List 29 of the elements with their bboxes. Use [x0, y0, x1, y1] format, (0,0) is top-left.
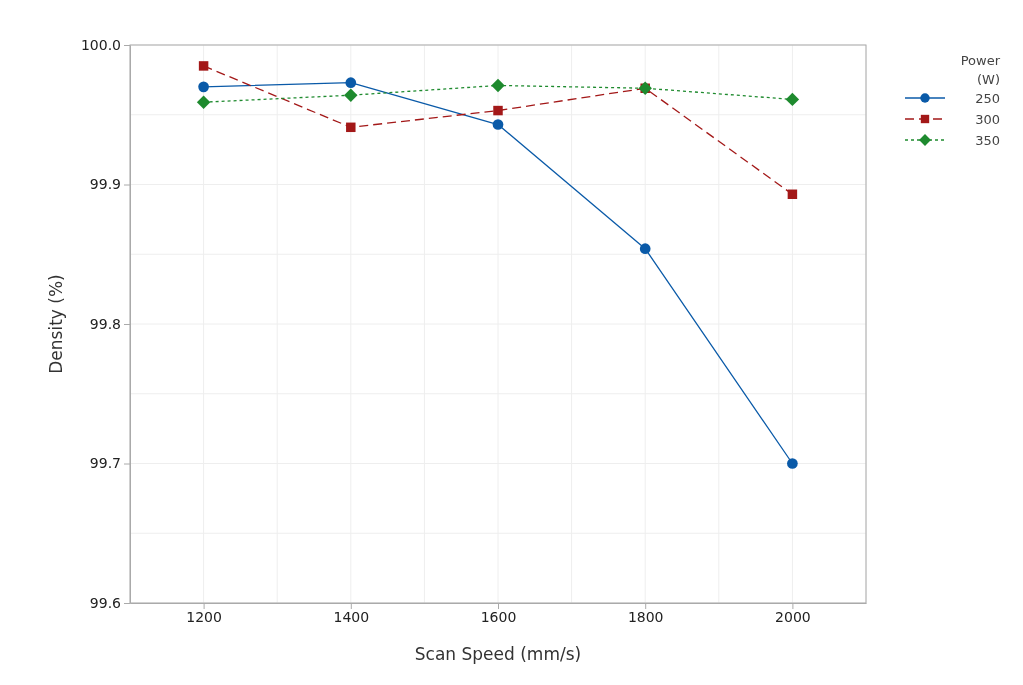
point — [785, 92, 800, 107]
x-tick-label: 2000 — [775, 608, 811, 625]
point — [491, 78, 505, 93]
x-tick-label: 1800 — [627, 608, 664, 625]
point — [198, 61, 209, 71]
point — [492, 119, 504, 130]
y-tick-label: 99.7 — [89, 455, 121, 472]
y-tick-label: 99.8 — [89, 315, 121, 332]
legend-title: Power (W) — [960, 53, 1001, 87]
x-tick-label: 1400 — [333, 608, 370, 625]
point — [639, 243, 651, 255]
legend-label: 250 — [975, 91, 1000, 106]
point — [344, 88, 358, 102]
point — [493, 105, 503, 116]
point — [787, 458, 798, 469]
legend-label: 350 — [975, 133, 1000, 148]
point — [196, 95, 211, 109]
point — [787, 189, 798, 200]
point — [346, 122, 356, 133]
x-axis-title: Scan Speed (mm/s) — [414, 644, 582, 664]
point — [345, 77, 357, 89]
legend-label: 300 — [975, 112, 1000, 127]
y-tick-label: 99.9 — [89, 176, 121, 193]
y-axis-title: Density (%) — [46, 274, 66, 374]
y-tick-label: 100.0 — [80, 36, 121, 53]
point — [198, 81, 209, 93]
x-tick-label: 1600 — [480, 608, 517, 625]
x-tick-label: 1200 — [186, 608, 222, 625]
y-tick-label: 99.6 — [89, 594, 122, 611]
